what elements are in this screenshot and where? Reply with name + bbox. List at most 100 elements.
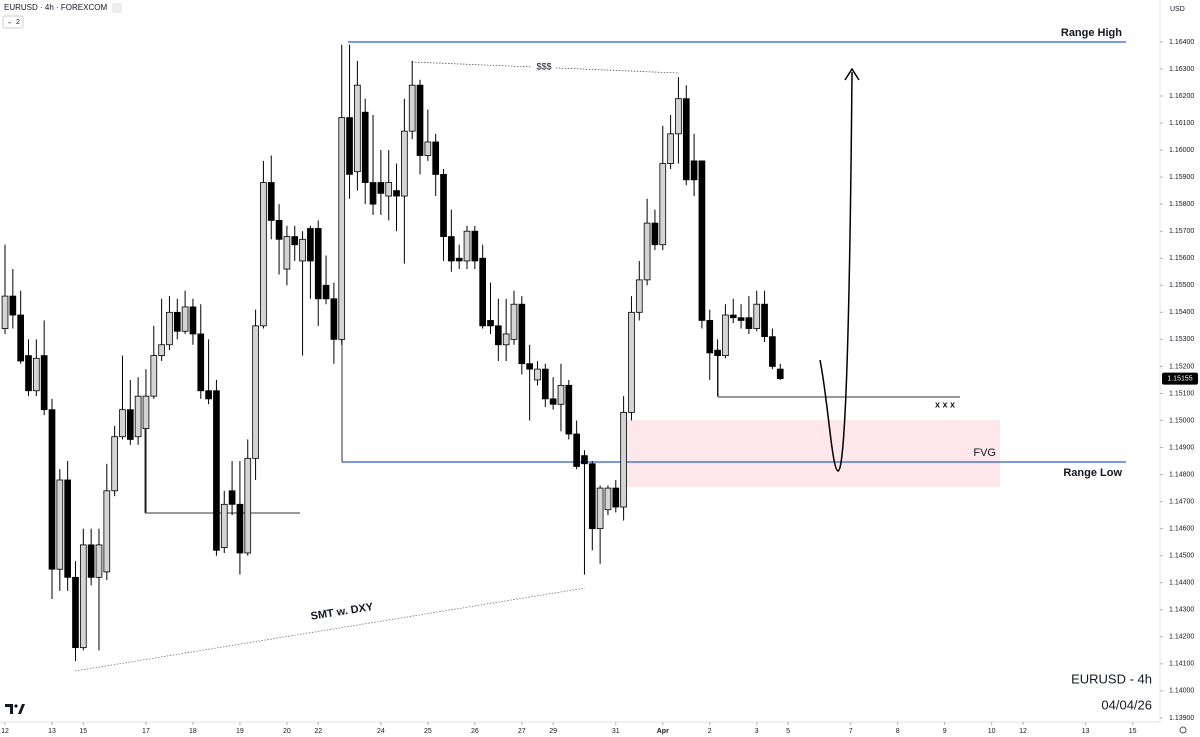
candle-body — [126, 409, 134, 440]
x-tick-label: 9 — [943, 728, 947, 735]
candle-body — [72, 576, 79, 649]
candle-body — [620, 411, 627, 508]
candle-body — [526, 363, 533, 370]
candle-body — [737, 317, 745, 321]
candle-body — [588, 463, 596, 530]
candle-body — [119, 409, 126, 438]
candle-body — [628, 311, 635, 413]
y-tick-label: 1.16100 — [1169, 120, 1194, 127]
y-tick-label: 1.16200 — [1169, 93, 1194, 100]
candle-body — [220, 503, 228, 548]
y-tick-label: 1.15300 — [1169, 336, 1194, 343]
candle-body — [236, 503, 244, 554]
candle-body — [479, 257, 487, 327]
candle-body — [635, 279, 643, 313]
candle-body — [377, 182, 385, 194]
candle-body — [440, 174, 447, 238]
candle-body — [111, 436, 118, 492]
x-tick-label: 22 — [314, 728, 322, 735]
x-tick-label: 25 — [424, 728, 432, 735]
candle-body — [722, 314, 729, 356]
x-tick-label: 15 — [1129, 728, 1137, 735]
candle-body — [408, 84, 416, 132]
candle-body — [487, 320, 494, 327]
watermark-date: 04/04/26 — [1101, 697, 1152, 712]
candle-body — [158, 344, 165, 356]
label-bg — [532, 61, 556, 73]
toggle-caret: ⌄ — [7, 20, 12, 26]
x-tick-label: 2 — [708, 728, 712, 735]
header-button[interactable] — [112, 3, 122, 13]
candle-body — [150, 355, 158, 397]
candle-body — [252, 325, 259, 459]
logo — [5, 704, 25, 714]
x-tick-label: 24 — [377, 728, 385, 735]
candle-body — [48, 409, 56, 570]
candle-body — [518, 303, 526, 365]
candle-body — [32, 357, 40, 392]
candle-body — [753, 303, 761, 329]
candle-body — [1, 295, 9, 329]
indicator-toggle[interactable] — [2, 15, 24, 29]
candle-body — [565, 384, 573, 435]
y-tick-label: 1.15100 — [1169, 390, 1194, 397]
candle-body — [244, 457, 252, 554]
candle-body — [197, 333, 205, 392]
candle-body — [651, 222, 659, 246]
candle-body — [682, 98, 690, 181]
candle-body — [385, 182, 393, 197]
candle-body — [142, 395, 150, 430]
y-tick-label: 1.14100 — [1169, 661, 1194, 668]
candle-body — [87, 544, 95, 578]
x-tick-label: 7 — [849, 728, 853, 735]
logo-part — [18, 704, 25, 714]
candle-body — [228, 490, 236, 505]
x-tick-label: 3 — [755, 728, 759, 735]
liquidity-label: $$$ — [536, 61, 551, 71]
candle-body — [205, 390, 212, 400]
y-tick-label: 1.16300 — [1169, 66, 1194, 73]
candle-body — [346, 117, 353, 175]
candle-body — [56, 479, 64, 570]
x-tick-label: 15 — [79, 728, 87, 735]
fvg-label: FVG — [973, 447, 996, 459]
candle-body — [361, 111, 369, 183]
candle-body — [596, 487, 604, 530]
projection-arrow — [819, 71, 853, 472]
x-tick-label: 13 — [48, 728, 56, 735]
y-tick-label: 1.14500 — [1169, 553, 1194, 560]
candle-body — [643, 222, 651, 281]
candle-body — [698, 160, 706, 321]
candle-body — [307, 228, 314, 262]
candle-body — [714, 349, 721, 356]
candle-body — [675, 98, 682, 135]
y-tick-label: 1.14200 — [1169, 634, 1194, 641]
candle-body — [494, 325, 502, 346]
candle-body — [557, 384, 565, 405]
logo-part — [5, 704, 13, 714]
candle-body — [393, 190, 400, 197]
candle-body — [769, 336, 776, 367]
candle-body — [401, 130, 408, 197]
x-tick-label: 13 — [1082, 728, 1090, 735]
candles — [1, 44, 784, 662]
settings-icon[interactable] — [1179, 726, 1187, 734]
y-tick-label: 1.14400 — [1169, 580, 1194, 587]
candle-body — [173, 311, 181, 332]
candle-body — [134, 395, 142, 438]
x-tick-label: 12 — [1, 728, 9, 735]
candle-body — [667, 133, 674, 164]
x-tick-label: 29 — [549, 728, 557, 735]
candle-body — [95, 544, 103, 578]
x-tick-label: 19 — [236, 728, 244, 735]
smt-line — [74, 587, 586, 672]
last-price-tag — [1162, 372, 1198, 385]
candle-body — [291, 236, 299, 246]
y-tick-label: 1.14600 — [1169, 525, 1194, 532]
candle-body — [354, 84, 361, 173]
candle-body — [534, 368, 541, 381]
x-tick-label: 18 — [189, 728, 197, 735]
x-tick-label: 12 — [1019, 728, 1027, 735]
